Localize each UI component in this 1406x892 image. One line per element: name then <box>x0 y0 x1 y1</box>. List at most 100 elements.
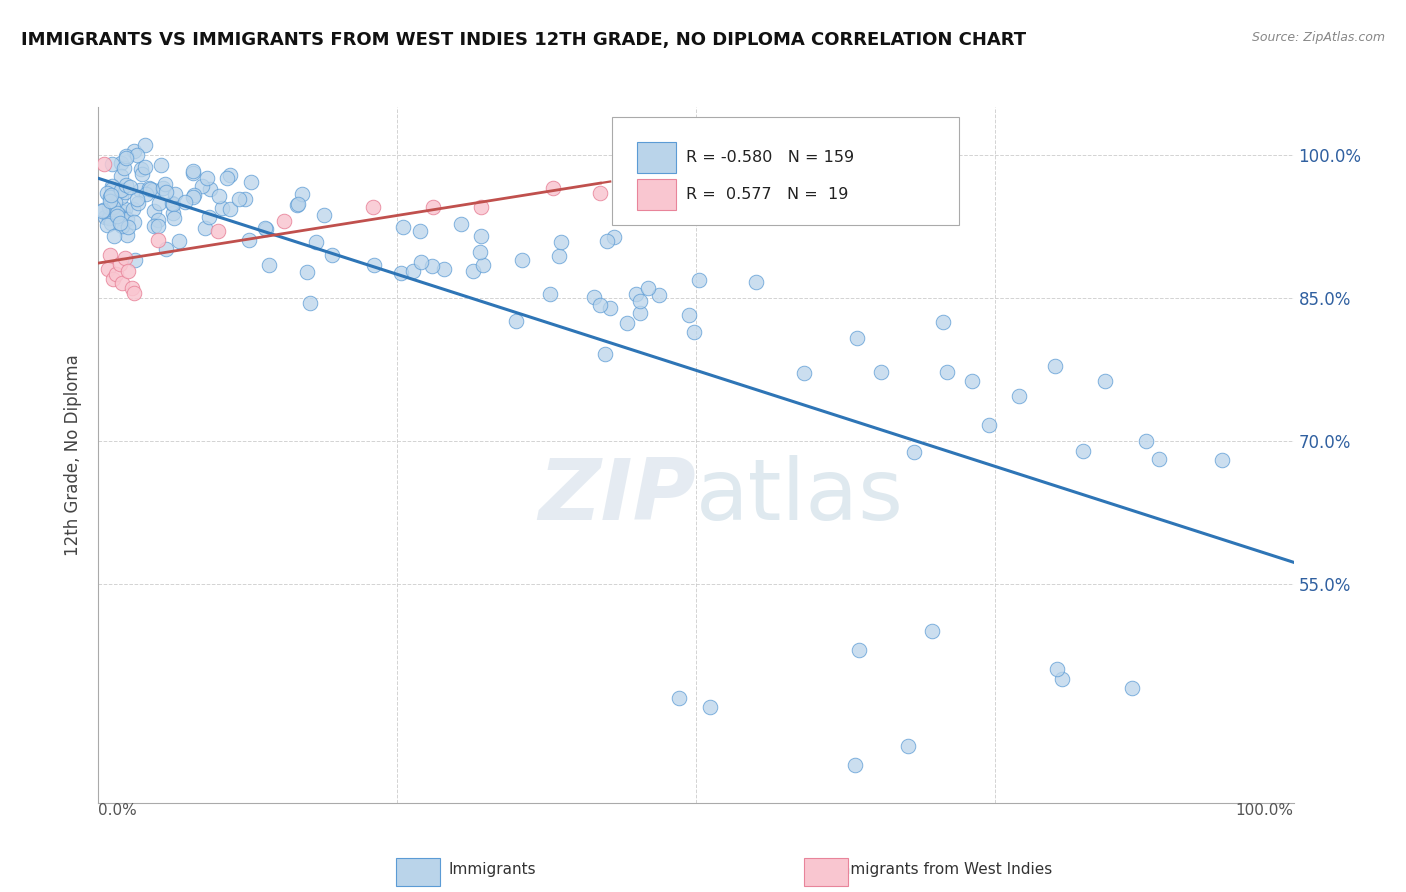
Point <box>628 294 651 309</box>
Point <box>637 281 659 295</box>
Point <box>155 242 177 256</box>
Point <box>626 286 648 301</box>
Point <box>148 196 170 211</box>
Point <box>471 258 494 272</box>
Point <box>101 271 124 285</box>
Point <box>93 157 115 171</box>
Point <box>392 220 415 235</box>
Point <box>1050 672 1073 686</box>
Point <box>869 364 891 378</box>
Point <box>903 445 925 459</box>
Text: ZIP: ZIP <box>538 455 696 538</box>
Point <box>114 185 136 199</box>
Point <box>96 186 118 200</box>
Point <box>510 252 533 267</box>
Point <box>977 417 1000 432</box>
Point <box>134 138 156 153</box>
Point <box>139 181 162 195</box>
Text: Source: ZipAtlas.com: Source: ZipAtlas.com <box>1251 31 1385 45</box>
Point <box>240 174 263 188</box>
Point <box>101 182 124 196</box>
Point <box>114 151 136 165</box>
Point <box>98 190 121 204</box>
Text: 100.0%: 100.0% <box>1236 803 1294 818</box>
Point <box>848 643 870 657</box>
Point <box>96 218 118 232</box>
Point <box>112 161 135 175</box>
Point <box>115 148 138 162</box>
Point <box>844 757 866 772</box>
Point <box>699 700 721 714</box>
Point <box>110 169 132 183</box>
Point <box>548 249 571 263</box>
FancyBboxPatch shape <box>637 142 676 173</box>
Point <box>254 222 277 236</box>
Point <box>105 205 128 219</box>
Point <box>422 200 444 214</box>
Point <box>936 365 959 379</box>
Point <box>155 186 177 200</box>
Text: 0.0%: 0.0% <box>98 803 138 818</box>
Point <box>211 201 233 215</box>
Point <box>108 257 131 271</box>
Point <box>124 215 146 229</box>
Point <box>1121 681 1143 696</box>
Point <box>110 219 132 234</box>
Point <box>162 195 184 210</box>
Point <box>1147 452 1170 467</box>
Point <box>582 290 605 304</box>
Point <box>125 192 148 206</box>
Point <box>793 366 815 380</box>
Text: IMMIGRANTS VS IMMIGRANTS FROM WEST INDIES 12TH GRADE, NO DIPLOMA CORRELATION CHA: IMMIGRANTS VS IMMIGRANTS FROM WEST INDIE… <box>21 31 1026 49</box>
Point <box>110 211 132 226</box>
Point <box>593 347 616 361</box>
Point <box>142 204 165 219</box>
Point <box>845 331 868 345</box>
Point <box>191 178 214 193</box>
Point <box>932 315 955 329</box>
Point <box>897 739 920 753</box>
Point <box>142 183 165 197</box>
Point <box>433 262 456 277</box>
Point <box>409 224 432 238</box>
Point <box>122 144 145 158</box>
Point <box>589 298 612 312</box>
Point <box>1211 452 1233 467</box>
Point <box>100 178 122 193</box>
Point <box>628 306 651 320</box>
Point <box>181 190 204 204</box>
Y-axis label: 12th Grade, No Diploma: 12th Grade, No Diploma <box>65 354 83 556</box>
Point <box>152 180 174 194</box>
Point <box>295 265 318 279</box>
Point <box>114 251 136 265</box>
Point <box>97 211 120 225</box>
FancyBboxPatch shape <box>637 179 676 211</box>
Point <box>616 316 638 330</box>
Point <box>114 202 136 217</box>
Point <box>124 285 146 300</box>
Point <box>538 286 561 301</box>
Point <box>463 264 485 278</box>
Point <box>470 200 492 214</box>
Text: atlas: atlas <box>696 455 904 538</box>
Point <box>91 203 114 218</box>
Point <box>217 171 239 186</box>
Point <box>100 216 122 230</box>
Point <box>285 198 308 212</box>
Point <box>198 182 221 196</box>
Point <box>273 214 295 228</box>
Point <box>121 281 143 295</box>
Point <box>233 192 256 206</box>
Point <box>98 194 121 208</box>
Point <box>162 211 184 225</box>
Point <box>678 309 700 323</box>
Text: R =  0.577   N =  19: R = 0.577 N = 19 <box>686 187 849 202</box>
Point <box>100 157 122 171</box>
Point <box>134 161 156 175</box>
Point <box>117 264 139 278</box>
Point <box>411 255 433 269</box>
Point <box>257 258 280 272</box>
Point <box>363 258 385 272</box>
Point <box>127 196 149 211</box>
Point <box>960 374 983 388</box>
